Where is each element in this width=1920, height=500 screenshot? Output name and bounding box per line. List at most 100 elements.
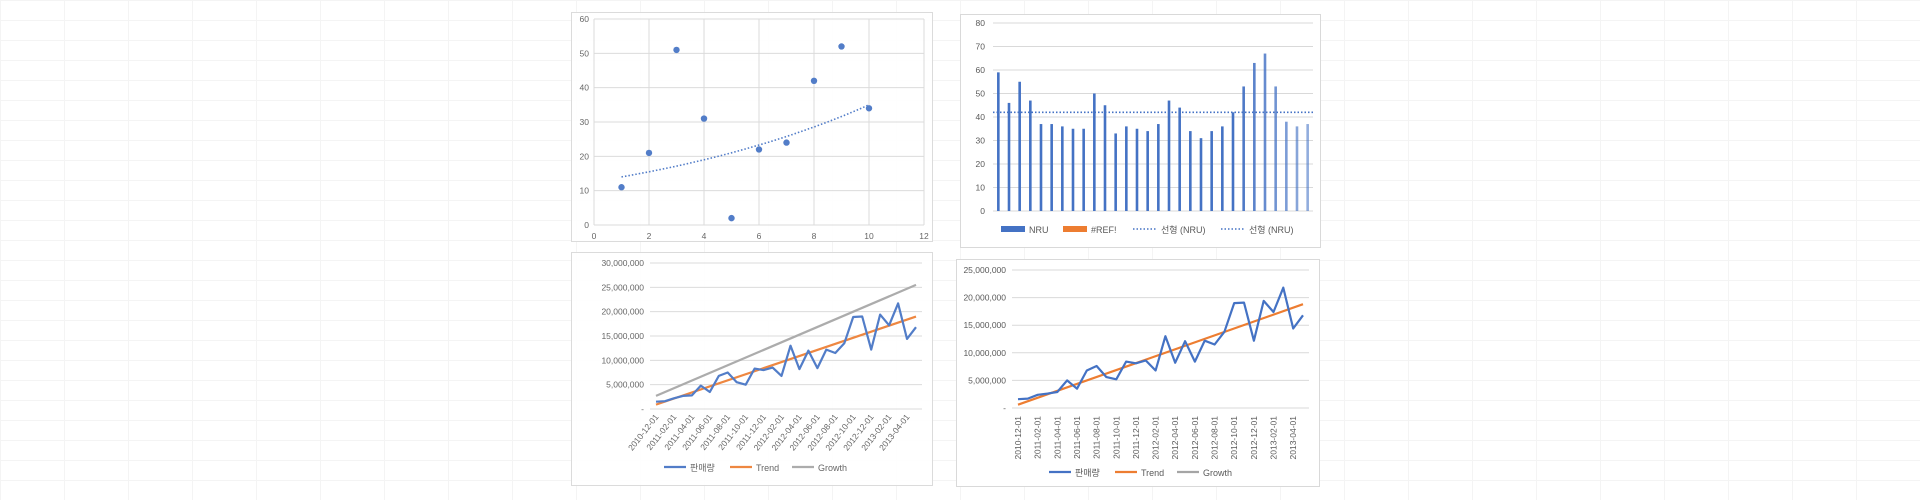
y-tick-label: 60: [976, 65, 986, 75]
bar: [1135, 128, 1139, 211]
bar: [1199, 138, 1203, 211]
bar: [1093, 93, 1096, 211]
y-tick-label: 0: [980, 206, 985, 216]
bar: [997, 72, 1000, 211]
scatter-point: [645, 149, 653, 157]
bar: [1039, 124, 1043, 211]
bar: [1146, 131, 1149, 211]
bar: [1114, 133, 1117, 211]
y-tick-label: 20: [976, 159, 986, 169]
bar: [1242, 86, 1245, 211]
bar: [1285, 121, 1288, 211]
legend-label: Trend: [1141, 468, 1164, 478]
legend-label: NRU: [1029, 225, 1049, 235]
bar: [1253, 62, 1256, 212]
y-tick-label: 10,000,000: [963, 348, 1006, 358]
scatter-point: [673, 46, 680, 54]
x-tick-label: 4: [702, 231, 707, 241]
y-tick-label: -: [1003, 403, 1006, 413]
scatter-chart[interactable]: 0 10 20 30 40 50 60 0 2 4 6 8 10 12: [571, 12, 933, 242]
bar: [1263, 53, 1267, 211]
scatter-point: [728, 214, 735, 222]
bar: [1274, 86, 1277, 211]
y-tick-label: 15,000,000: [601, 331, 644, 341]
x-tick-label: 10: [864, 231, 874, 241]
bar: [1029, 100, 1032, 211]
y-tick-label: 5,000,000: [968, 375, 1006, 385]
bar: [1082, 128, 1085, 211]
y-tick-label: 50: [580, 48, 590, 58]
series-line-sales: [655, 302, 917, 403]
legend-label: 판매량: [1075, 467, 1100, 478]
scatter-point: [755, 146, 763, 153]
x-tick-label: 2011-02-01: [1033, 416, 1043, 459]
scatter-point: [865, 105, 873, 112]
legend-label: Growth: [1203, 468, 1232, 478]
y-tick-label: 40: [976, 112, 986, 122]
y-tick-label: -: [641, 404, 644, 414]
y-tick-label: 50: [976, 89, 986, 99]
bar: [1157, 124, 1160, 211]
y-tick-label: 20,000,000: [601, 307, 644, 317]
x-tick-label: 2013-02-01: [1269, 416, 1279, 460]
nru-bar-chart-svg: 0 10 20 30 40 50 60 70 80 NRU #REF! 선형 (NRU) 선형 (NRU…: [976, 18, 1313, 235]
x-tick-label: 2012-04-01: [1170, 416, 1180, 460]
bar: [1018, 81, 1021, 211]
legend-swatch: [1001, 226, 1025, 232]
x-tick-label: 6: [757, 231, 762, 241]
y-tick-label: 60: [580, 14, 590, 24]
legend-swatch: [1063, 226, 1087, 232]
legend-label: 판매량: [690, 462, 715, 473]
scatter-point: [618, 184, 625, 191]
scatter-point: [700, 115, 708, 122]
scatter-point: [810, 77, 818, 85]
bar: [1125, 126, 1128, 211]
y-tick-label: 40: [580, 83, 590, 93]
sales-line-chart-left[interactable]: - 5,000,000 10,000,000 15,000,000 20,000,000…: [571, 252, 933, 486]
y-tick-label: 20: [580, 151, 590, 161]
bar: [1071, 128, 1075, 211]
x-tick-label: 2011-10-01: [1111, 416, 1121, 459]
y-tick-label: 5,000,000: [606, 380, 644, 390]
x-tick-label: 2012-10-01: [1229, 416, 1239, 460]
y-tick-label: 25,000,000: [601, 282, 644, 292]
y-tick-label: 10: [976, 183, 986, 193]
x-tick-label: 8: [812, 231, 817, 241]
x-tick-label: 2012-06-01: [1190, 416, 1200, 460]
exponential-trendline: [621, 104, 870, 178]
series-line-sales: [1017, 286, 1304, 401]
y-tick-label: 70: [976, 42, 986, 52]
sales-line-chart-right[interactable]: - 5,000,000 10,000,000 15,000,000 20,000,000…: [956, 259, 1320, 487]
bar: [1050, 124, 1053, 211]
y-tick-label: 80: [976, 18, 986, 28]
x-tick-label: 2011-06-01: [1072, 416, 1082, 459]
y-tick-label: 25,000,000: [963, 265, 1006, 275]
y-tick-label: 15,000,000: [963, 320, 1006, 330]
x-tick-label: 0: [592, 231, 597, 241]
x-tick-label: 2: [647, 231, 652, 241]
x-tick-label: 2013-04-01: [1288, 416, 1298, 460]
x-tick-label: 2011-04-01: [1052, 416, 1062, 459]
y-tick-label: 30: [580, 117, 590, 127]
x-tick-label: 2012-02-01: [1151, 416, 1161, 460]
bar: [1231, 112, 1235, 211]
bar: [1178, 107, 1181, 211]
series-line-growth: [655, 283, 917, 397]
scatter-point: [783, 139, 790, 146]
legend-label: #REF!: [1091, 225, 1117, 235]
legend-label: 선형 (NRU): [1161, 225, 1206, 235]
scatter-chart-svg: 0 10 20 30 40 50 60 0 2 4 6 8 10 12: [580, 14, 929, 241]
x-tick-label: 2011-08-01: [1092, 416, 1102, 459]
y-tick-label: 10,000,000: [601, 355, 644, 365]
y-tick-label: 30,000,000: [601, 258, 644, 268]
y-tick-label: 30: [976, 136, 986, 146]
y-tick-label: 10: [580, 186, 590, 196]
legend-label: Growth: [818, 463, 847, 473]
bar: [1189, 131, 1192, 211]
bar: [1295, 126, 1299, 211]
x-tick-label: 2010-12-01: [1013, 416, 1023, 460]
x-tick-label: 2012-12-01: [1249, 416, 1259, 460]
nru-bar-chart[interactable]: 0 10 20 30 40 50 60 70 80 NRU #REF! 선형 (NRU) 선형 (NRU…: [960, 14, 1321, 248]
bar: [1210, 131, 1213, 211]
sales-line-chart-right-svg: - 5,000,000 10,000,000 15,000,000 20,000,000…: [963, 265, 1309, 478]
